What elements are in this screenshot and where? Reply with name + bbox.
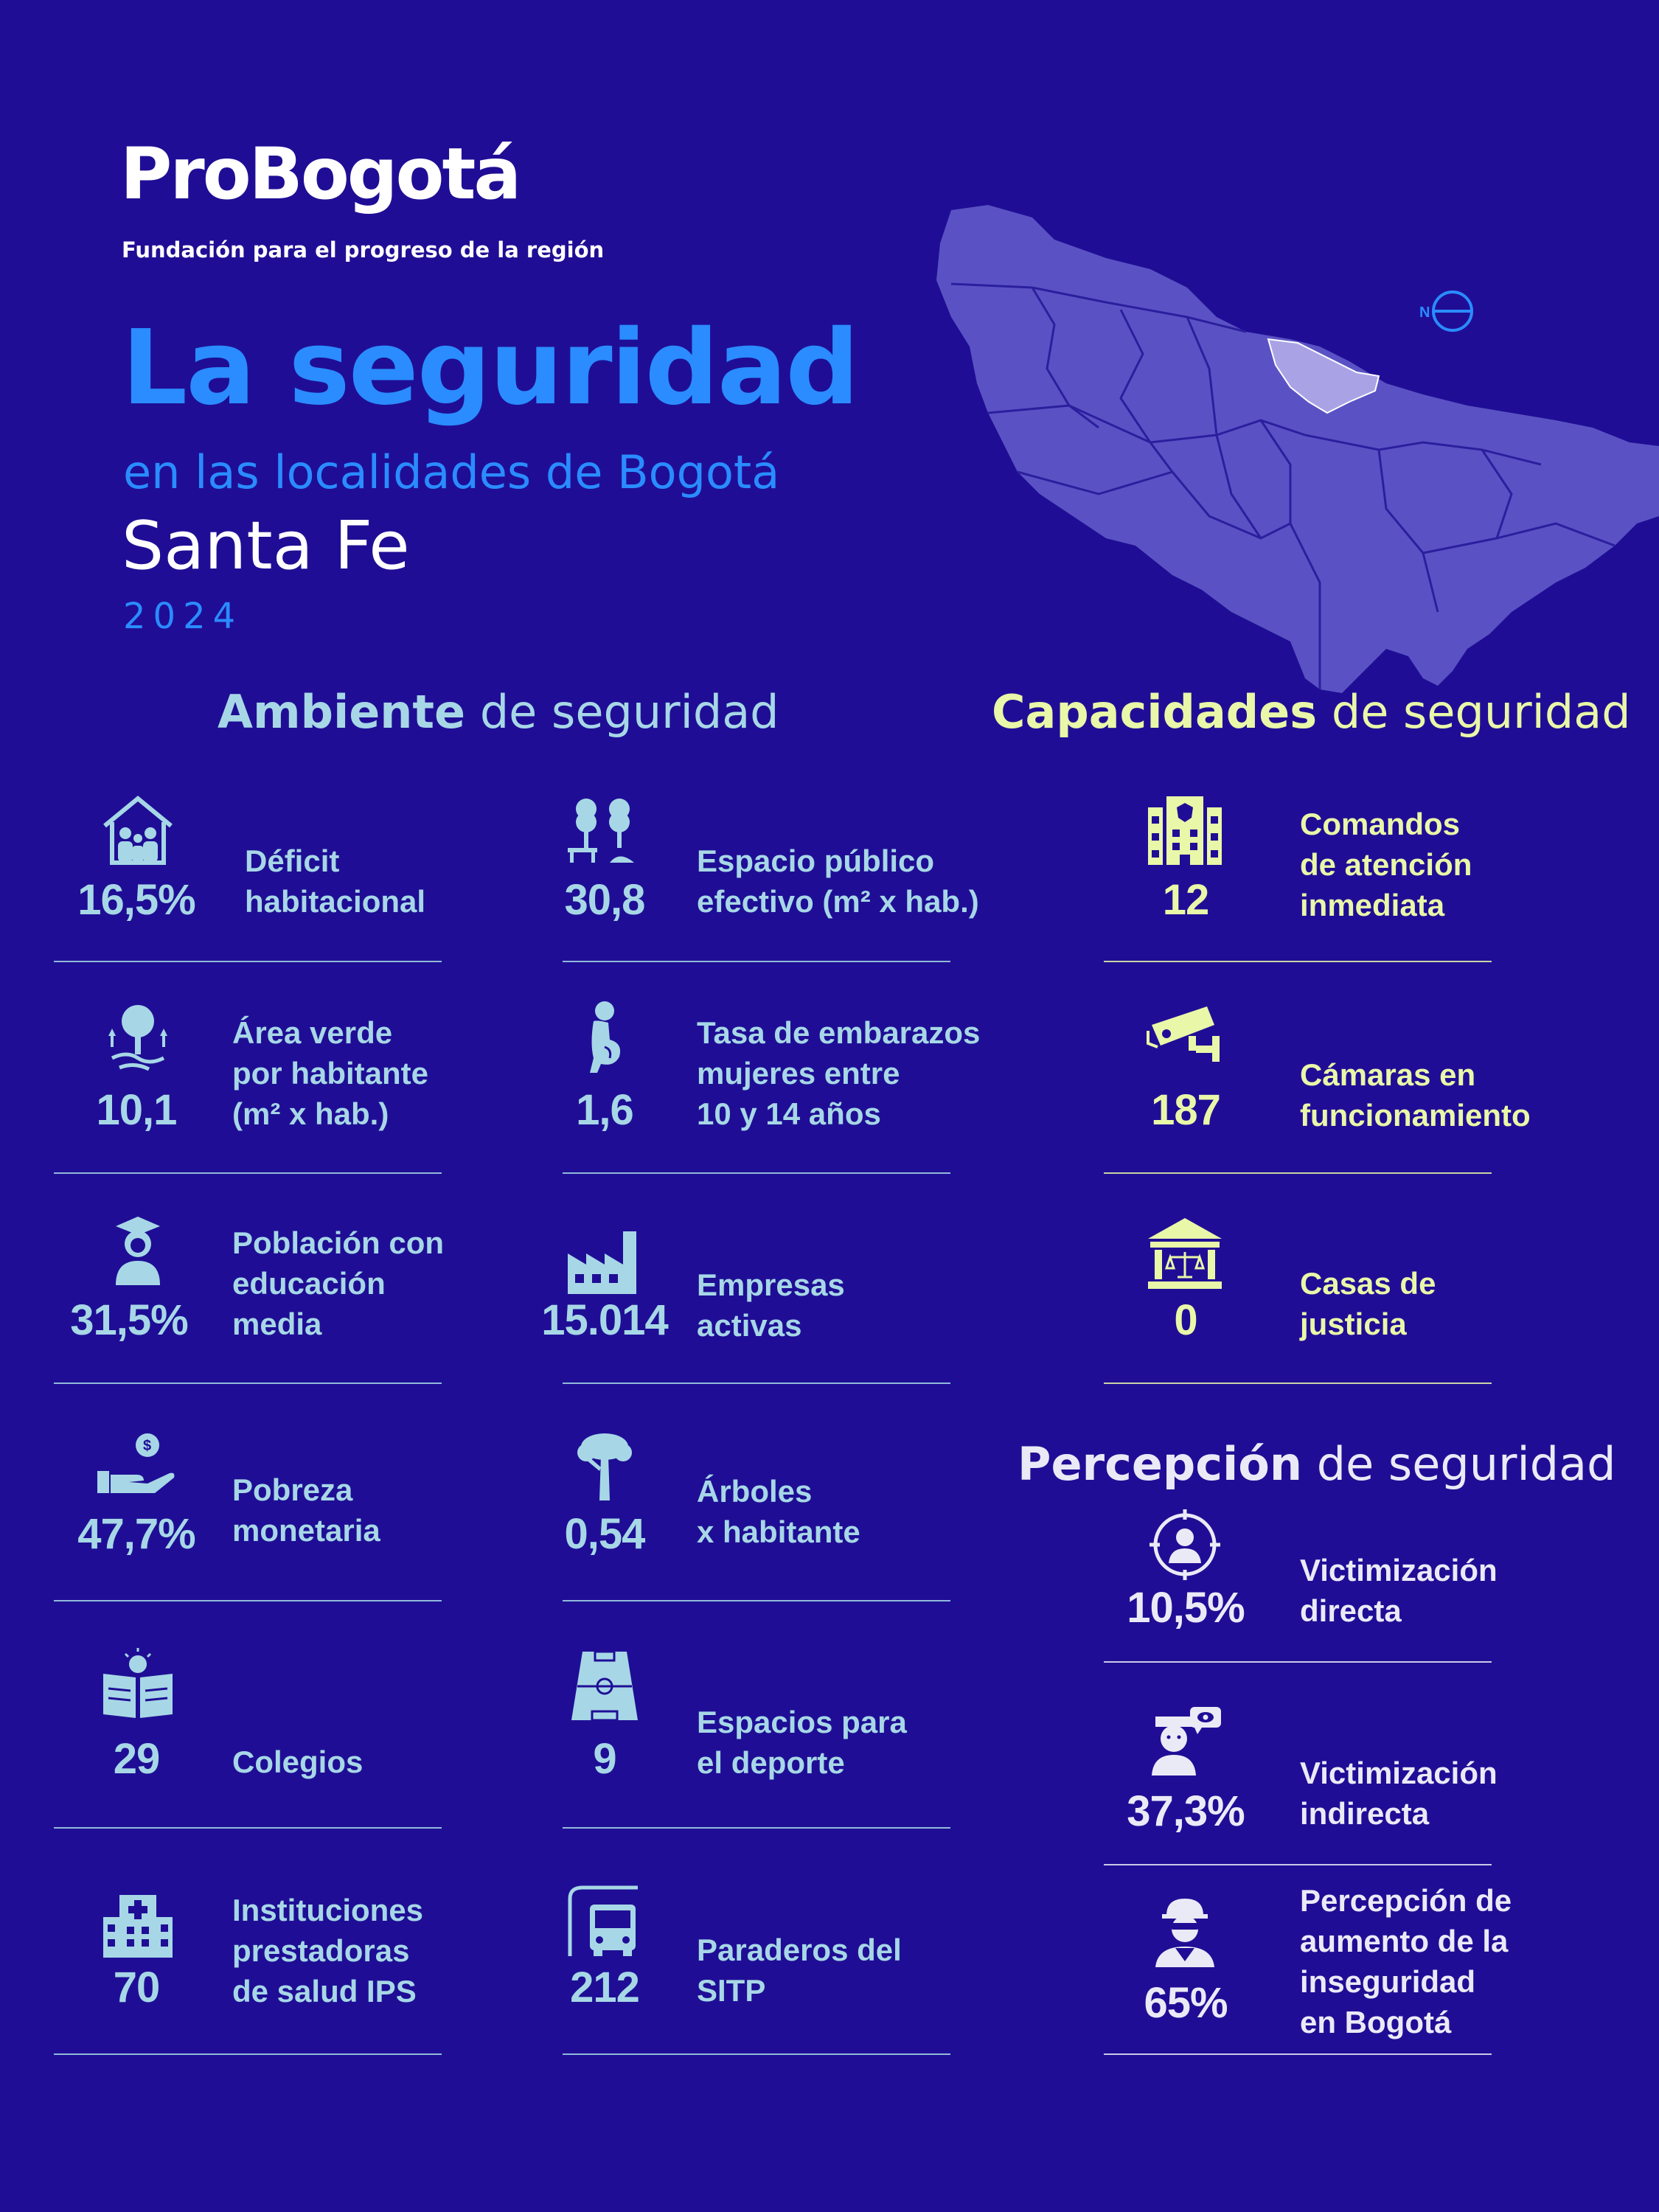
divider: [54, 2053, 442, 2055]
brand-logo: ProBogotá: [120, 133, 521, 215]
target-person-icon: [1150, 1509, 1220, 1580]
page-subtitle: en las localidades de Bogotá: [123, 445, 780, 499]
divider: [1104, 1172, 1492, 1174]
stat-value: 16,5%: [77, 876, 195, 924]
section-ambiente: Ambiente de seguridad: [218, 685, 779, 739]
divider: [563, 1827, 950, 1829]
divider: [54, 1382, 442, 1384]
stat-label: Victimización directa: [1300, 1553, 1498, 1628]
stat-value: 65%: [1144, 1979, 1228, 2027]
stat-label: Tasa de embarazos mujeres entre 10 y 14 …: [697, 1015, 981, 1131]
park-bench-icon: [568, 799, 634, 863]
bogota-map: N: [936, 205, 1659, 693]
section-capacidades: Capacidades de seguridad: [992, 685, 1631, 739]
divider: [1104, 2053, 1492, 2055]
brand-tagline: Fundación para el progreso de la región: [122, 237, 605, 262]
witness-person-icon: [1152, 1707, 1221, 1775]
tree-icon: [108, 1005, 167, 1071]
stat-value: 30,8: [564, 876, 646, 924]
house-family-icon: [103, 796, 173, 865]
stat-value: 10,5%: [1127, 1584, 1245, 1632]
divider: [1104, 1382, 1492, 1384]
stat-value: 15.014: [541, 1296, 668, 1344]
stat-value: 187: [1151, 1086, 1221, 1134]
stat-label: Colegios: [232, 1745, 364, 1779]
divider: [54, 1600, 442, 1601]
north-compass-icon: N: [1419, 291, 1473, 332]
pregnant-woman-icon: [590, 1001, 621, 1073]
divider: [563, 1382, 950, 1384]
stat-label: Comandos de atención inmediata: [1300, 807, 1472, 922]
stat-value: 12: [1162, 876, 1210, 924]
locality-borders: [950, 282, 1615, 689]
page-title: La seguridad: [122, 308, 860, 428]
stat-label: Espacios para el deporte: [697, 1705, 907, 1780]
divider: [1104, 1661, 1492, 1663]
stat-value: 212: [570, 1964, 640, 2011]
divider: [563, 1600, 950, 1601]
stat-label: Cámaras en funcionamiento: [1300, 1057, 1531, 1133]
stat-label: Población con educación media: [232, 1225, 445, 1341]
stat-label: Déficit habitacional: [245, 844, 426, 919]
stat-label: Pobreza monetaria: [232, 1472, 380, 1548]
single-tree-icon: [577, 1433, 632, 1500]
book-lightbulb-icon: [103, 1648, 173, 1718]
section-percepcion: Percepción de seguridad: [1018, 1437, 1616, 1491]
stat-value: 29: [113, 1735, 161, 1783]
divider: [54, 961, 442, 962]
stat-label: Paraderos del SITP: [697, 1933, 902, 2008]
bogota-localities-shape: [936, 205, 1659, 693]
stat-value: 31,5%: [70, 1296, 188, 1344]
divider: [1104, 1864, 1492, 1865]
stat-label: Espacio público efectivo (m² x hab.): [697, 844, 979, 919]
stat-value: 1,6: [576, 1086, 634, 1134]
divider: [563, 961, 950, 962]
bus-stop-icon: [568, 1885, 638, 1956]
stat-label: Instituciones prestadoras de salud IPS: [232, 1893, 424, 2008]
sports-field-icon: [571, 1650, 638, 1722]
stat-value: 10,1: [96, 1086, 178, 1134]
svg-text:$: $: [143, 1438, 151, 1454]
stat-value: 0,54: [564, 1510, 646, 1558]
divider: [54, 1172, 442, 1174]
stat-value: 37,3%: [1127, 1787, 1245, 1835]
graduate-icon: [116, 1217, 160, 1285]
divider: [54, 1827, 442, 1829]
north-label: N: [1419, 305, 1430, 321]
hand-money-icon: $: [97, 1433, 175, 1493]
locality-name: Santa Fe: [122, 507, 410, 585]
thief-icon: [1155, 1899, 1214, 1967]
stat-value: 9: [593, 1735, 616, 1783]
stat-label: Victimización indirecta: [1300, 1756, 1498, 1831]
stat-label: Casas de justicia: [1300, 1266, 1436, 1341]
divider: [563, 2053, 950, 2055]
stat-value: 47,7%: [77, 1510, 195, 1558]
stat-label: Árboles x habitante: [697, 1474, 860, 1549]
courthouse-icon: [1148, 1218, 1222, 1289]
security-camera-icon: [1147, 1006, 1220, 1062]
stat-value: 70: [113, 1964, 161, 2011]
hospital-icon: [103, 1895, 173, 1958]
divider: [563, 1172, 950, 1174]
stat-label: Área verde por habitante (m² x hab.): [232, 1015, 429, 1131]
report-year: 2024: [123, 596, 243, 637]
police-station-icon: [1148, 796, 1222, 865]
divider: [1104, 961, 1492, 962]
santa-fe-highlight: [1267, 338, 1380, 414]
stat-label: Percepción de aumento de la inseguridad …: [1300, 1883, 1512, 2039]
stat-label: Empresas activas: [697, 1267, 845, 1343]
factory-icon: [568, 1231, 636, 1294]
stat-value: 0: [1174, 1296, 1197, 1344]
